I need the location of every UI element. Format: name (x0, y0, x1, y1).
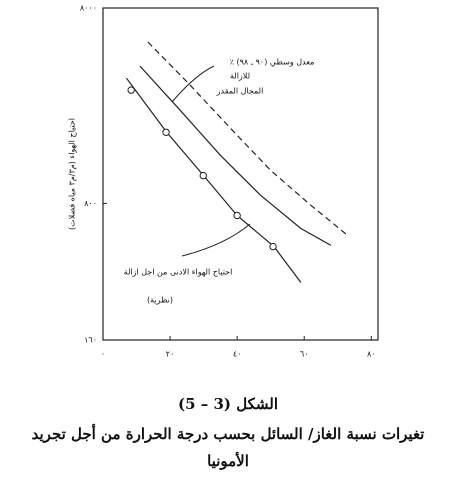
plot-frame (102, 7, 379, 341)
caption-text: تغيرات نسبة الغاز/ السائل بحسب درجة الحر… (32, 423, 425, 443)
curve (147, 41, 349, 236)
annotation: (نظرية) (147, 296, 173, 305)
annotation: المجال المقدر (216, 87, 264, 96)
x-tick-label: ٤٠ (233, 350, 242, 359)
marker (199, 171, 207, 180)
y-tick-label: ٨٠٠٠ (80, 4, 97, 13)
x-tick-label: ٠ (101, 350, 105, 359)
annotation: احتياج الهواء الادنى من اجل ازالة (124, 268, 233, 277)
marker (127, 86, 135, 94)
annotation: للازالة (230, 72, 250, 81)
annotation: معدل وسطي (٩٠ ـ ٩٨) ٪ (230, 58, 315, 67)
marker (162, 128, 170, 136)
caption-text: الأمونيا (207, 451, 249, 470)
leader (171, 65, 215, 103)
y-tick-label: ٨٠٠ (84, 199, 97, 208)
x-tick-label: ٢٠ (166, 350, 175, 359)
curve (139, 65, 332, 246)
marker (269, 242, 277, 251)
x-tick-label: ٦٠ (300, 350, 309, 359)
marker (233, 211, 241, 220)
y-axis-label: احتياج الهواء (م٣/م٣ مياه فضلات) (68, 118, 77, 230)
leader (181, 223, 251, 257)
caption: الشكل (3 – 5) (178, 395, 278, 413)
curve (126, 77, 302, 283)
x-tick-label: ٨٠ (367, 350, 376, 359)
y-tick-label: ١٦٠ (84, 336, 97, 345)
